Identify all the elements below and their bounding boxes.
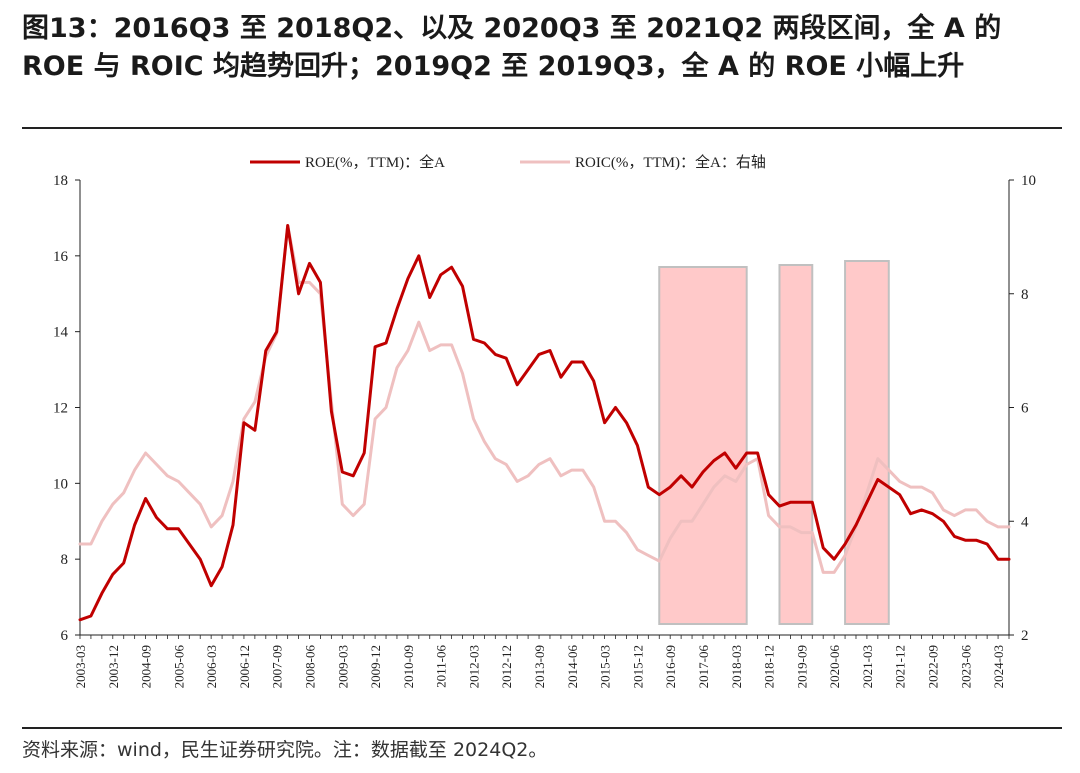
x-tick-label: 2006-12 xyxy=(237,645,252,688)
shaded-period-3 xyxy=(844,260,890,625)
y-right-tick-label: 4 xyxy=(1021,514,1029,530)
legend-label-roic: ROIC(%，TTM)：全A：右轴 xyxy=(575,153,766,171)
x-tick-label: 2008-06 xyxy=(303,645,318,689)
y-left-tick-label: 16 xyxy=(53,249,69,265)
x-tick-label: 2012-03 xyxy=(466,645,481,688)
series-lines xyxy=(78,224,1011,622)
y-left-tick-label: 14 xyxy=(53,325,69,341)
y-left-tick-label: 6 xyxy=(61,628,69,644)
chart-title: 图13：2016Q3 至 2018Q2、以及 2020Q3 至 2021Q2 两… xyxy=(22,13,1002,82)
roe-line xyxy=(78,224,1011,622)
x-tick-label: 2024-03 xyxy=(991,645,1006,688)
shaded-periods xyxy=(658,260,890,625)
y-left-tick-label: 12 xyxy=(53,401,68,417)
x-tick-label: 2023-06 xyxy=(958,645,973,689)
x-tick-label: 2006-03 xyxy=(204,645,219,688)
y-left-tick-label: 10 xyxy=(53,476,68,492)
x-tick-label: 2009-03 xyxy=(335,645,350,688)
x-tick-label: 2003-03 xyxy=(73,645,88,688)
y-left-tick-label: 18 xyxy=(53,173,68,189)
source-note: 资料来源：wind，民生证券研究院。注：数据截至 2024Q2。 xyxy=(22,739,548,761)
title-divider xyxy=(22,127,1062,129)
x-tick-label: 2021-12 xyxy=(893,645,908,688)
x-tick-label: 2004-09 xyxy=(139,645,154,688)
y-right-tick-label: 10 xyxy=(1021,173,1036,189)
x-tick-label: 2020-06 xyxy=(827,645,842,689)
y-right-tick-label: 8 xyxy=(1021,287,1029,303)
x-tick-label: 2014-06 xyxy=(565,645,580,689)
legend-label-roe: ROE(%，TTM)：全A xyxy=(305,153,445,171)
x-tick-label: 2012-12 xyxy=(499,645,514,688)
x-tick-label: 2015-12 xyxy=(630,645,645,688)
shaded-period-2 xyxy=(778,264,814,625)
y-right-tick-label: 6 xyxy=(1021,401,1029,417)
x-tick-label: 2013-09 xyxy=(532,645,547,688)
x-tick-label: 2019-09 xyxy=(794,645,809,688)
y-right-tick-label: 2 xyxy=(1021,628,1029,644)
x-tick-label: 2005-06 xyxy=(171,645,186,689)
x-tick-label: 2010-09 xyxy=(401,645,416,688)
legend: ROE(%，TTM)：全A ROIC(%，TTM)：全A：右轴 xyxy=(250,153,766,171)
x-tick-label: 2009-12 xyxy=(368,645,383,688)
x-tick-label: 2018-12 xyxy=(762,645,777,688)
roic-line xyxy=(78,224,1011,574)
chart: 6 8 10 12 14 16 18 2 4 6 8 10 2003-03 2003-12 2004-09 2… xyxy=(53,153,1036,688)
x-tick-label: 2016-09 xyxy=(663,645,678,688)
y-left-tick-label: 8 xyxy=(61,552,69,568)
x-tick-label: 2022-09 xyxy=(925,645,940,688)
axes: 6 8 10 12 14 16 18 2 4 6 8 10 2003-03 2003-12 2004-09 2… xyxy=(53,173,1036,688)
x-tick-label: 2021-03 xyxy=(860,645,875,688)
x-tick-label: 2015-03 xyxy=(598,645,613,688)
x-tick-label: 2018-03 xyxy=(729,645,744,688)
footer-divider xyxy=(22,727,1062,729)
x-tick-label: 2007-09 xyxy=(270,645,285,688)
shaded-period-1 xyxy=(658,266,748,625)
x-tick-label: 2017-06 xyxy=(696,645,711,689)
x-tick-label: 2011-06 xyxy=(434,645,449,688)
x-tick-label: 2003-12 xyxy=(106,645,121,688)
